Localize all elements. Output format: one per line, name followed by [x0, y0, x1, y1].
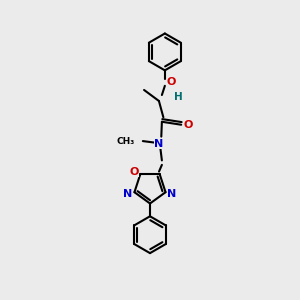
Text: O: O	[130, 167, 139, 176]
Text: H: H	[174, 92, 183, 102]
Text: N: N	[167, 189, 177, 199]
Text: N: N	[123, 189, 133, 199]
Text: O: O	[183, 120, 192, 130]
Text: N: N	[154, 139, 164, 149]
Text: O: O	[167, 77, 176, 87]
Text: CH₃: CH₃	[116, 136, 134, 146]
